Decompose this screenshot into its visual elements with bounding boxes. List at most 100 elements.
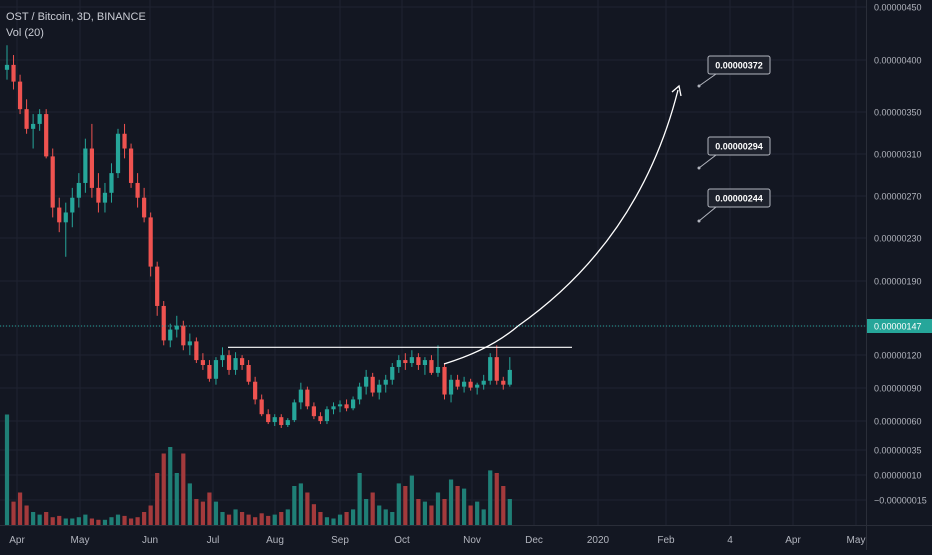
candle-body	[70, 197, 75, 213]
volume-bar	[462, 488, 467, 525]
candle-body	[239, 358, 245, 365]
candle-body	[83, 148, 88, 183]
volume-bar	[259, 513, 264, 525]
candle-body	[298, 389, 303, 403]
volume-bar	[266, 515, 271, 525]
volume-bar	[135, 517, 140, 525]
x-tick-label: 2020	[587, 535, 610, 546]
candle-body	[409, 357, 414, 364]
candle-body	[200, 360, 205, 365]
candle-body	[305, 389, 310, 407]
current-price-badge	[867, 319, 932, 333]
callout-box	[707, 136, 771, 156]
candle-body	[403, 360, 408, 364]
volume-bar	[70, 518, 75, 525]
volume-bar	[357, 473, 362, 525]
volume-bar	[377, 505, 382, 525]
volume-bar	[194, 499, 199, 525]
volume-bar	[233, 509, 238, 525]
y-tick-label: 0.00000120	[874, 351, 922, 361]
volume-bar	[213, 501, 219, 525]
candle-body	[109, 173, 114, 193]
candle-body	[266, 414, 271, 423]
y-tick-label: 0.00000230	[874, 234, 922, 244]
candle-body	[311, 406, 317, 417]
volume-bar	[96, 519, 101, 525]
y-tick-label: 0.00000450	[874, 3, 922, 13]
candle-body	[481, 380, 486, 385]
x-tick-label: Feb	[657, 535, 675, 546]
callout-dot	[697, 219, 701, 223]
volume-bar	[403, 486, 408, 525]
volume-bar	[279, 512, 284, 525]
symbol-label: OST / Bitcoin, 3D, BINANCE	[6, 11, 146, 23]
candle-body	[292, 402, 297, 421]
candle-body	[89, 148, 94, 188]
candle-body	[429, 360, 434, 373]
y-tick-label: 0.00000270	[874, 192, 922, 202]
candle-body	[17, 81, 23, 110]
x-tick-label: Jul	[207, 535, 220, 546]
candle-body	[246, 365, 251, 382]
x-tick-label: Sep	[331, 535, 349, 546]
candle-body	[233, 358, 238, 370]
candle-body	[488, 357, 493, 381]
candle-body	[337, 404, 343, 407]
volume-bar	[494, 473, 499, 525]
candle-body	[11, 64, 16, 82]
volume-bar	[501, 486, 506, 525]
volume-bar	[11, 501, 16, 525]
volume-bar	[488, 470, 493, 525]
volume-bar	[481, 509, 486, 525]
volume-label: Vol (20)	[6, 27, 44, 39]
volume-bar	[468, 505, 473, 525]
volume-bar	[187, 483, 192, 525]
volume-bar	[37, 514, 42, 525]
volume-bar	[455, 486, 460, 525]
volume-bar	[272, 514, 277, 525]
callout-pointer	[698, 154, 717, 169]
volume-bar	[507, 499, 512, 525]
y-tick-label: 0.00000310	[874, 150, 922, 160]
candle-body	[57, 207, 62, 223]
candle-body	[194, 341, 199, 361]
x-tick-label: Nov	[463, 535, 481, 546]
candle-body	[448, 379, 454, 395]
volume-bar	[181, 453, 186, 525]
volume-bar	[31, 512, 36, 525]
volume-bar	[161, 453, 166, 525]
y-tick-label: 0.00000400	[874, 56, 922, 66]
candle-body	[377, 384, 382, 393]
y-tick-label: 0.00000060	[874, 417, 922, 427]
candle-body	[494, 357, 499, 381]
candle-body	[220, 355, 225, 361]
x-tick-label: Jun	[142, 535, 158, 546]
x-tick-label: Oct	[394, 535, 410, 546]
volume-bar	[142, 512, 147, 525]
volume-bar	[174, 473, 179, 525]
rounding-curve	[443, 325, 519, 365]
callout-label: 0.00000244	[715, 194, 763, 204]
candle-body	[50, 156, 55, 208]
candle-body	[344, 404, 349, 409]
volume-bar	[344, 512, 349, 525]
volume-bar	[442, 499, 447, 525]
candle-body	[44, 114, 49, 157]
candle-body	[161, 305, 166, 341]
candle-body	[187, 341, 192, 346]
volume-bar	[364, 499, 369, 525]
volume-bar	[383, 509, 388, 525]
candle-body	[148, 217, 153, 267]
volume-bar	[115, 514, 121, 525]
candle-body	[442, 366, 447, 395]
candle-body	[102, 192, 108, 203]
candle-body	[174, 325, 179, 330]
y-tick-label: 0.00000190	[874, 277, 922, 287]
x-tick-label: Apr	[9, 535, 25, 546]
volume-bar	[370, 492, 375, 525]
volume-bar	[128, 518, 134, 525]
candle-body	[285, 420, 290, 426]
callout-dot	[697, 84, 701, 88]
